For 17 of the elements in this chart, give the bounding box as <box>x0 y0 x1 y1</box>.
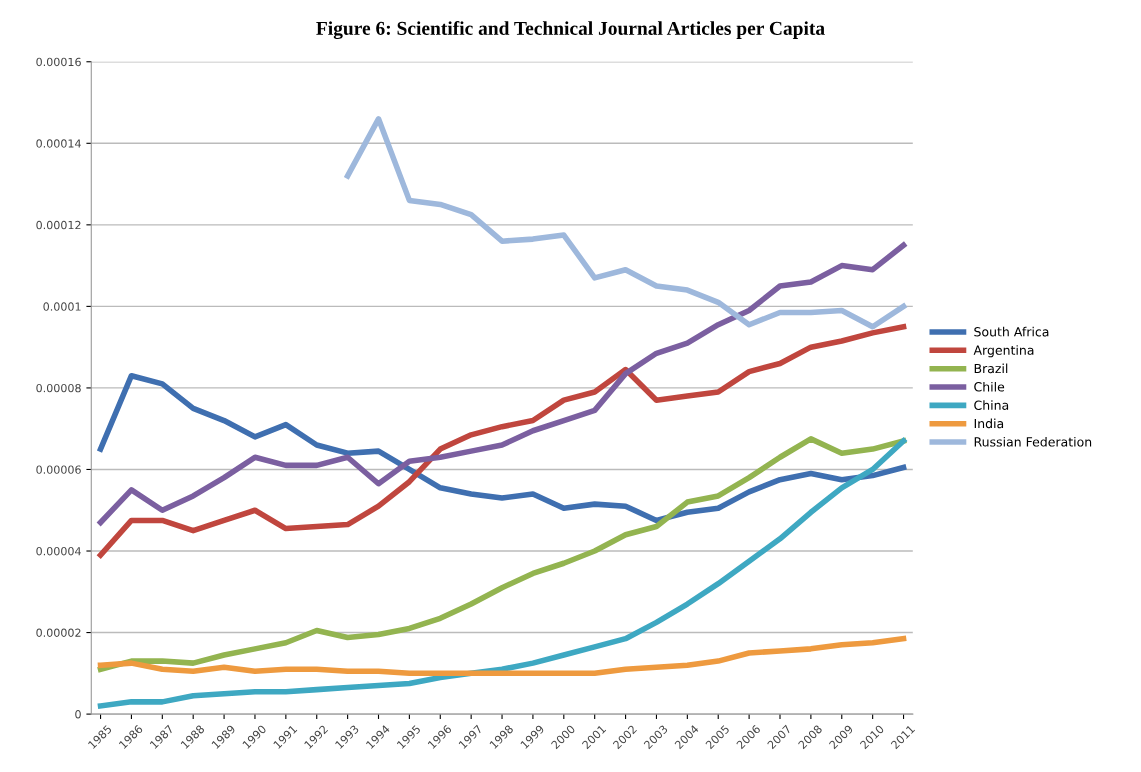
y-tick-label: 0 <box>75 710 81 719</box>
legend-label: Argentina <box>973 345 1034 358</box>
legend-label: Brazil <box>974 363 1008 374</box>
legend-label: China <box>974 400 1009 410</box>
y-tick-label: 0.00014 <box>36 139 81 148</box>
y-tick-label: 0.00002 <box>36 628 81 637</box>
y-tick-label: 0.00004 <box>36 546 81 556</box>
legend-label: Russian Federation <box>974 436 1092 447</box>
y-tick-label: 0.00016 <box>36 57 81 67</box>
legend-label: South Africa <box>974 326 1049 337</box>
y-tick-label: 0.00012 <box>36 220 81 230</box>
chart-title: Figure 6: Scientific and Technical Journal Articles per Capita <box>316 21 825 40</box>
y-tick-label: 0.00008 <box>36 383 81 393</box>
legend-label: India <box>974 418 1004 429</box>
y-tick-label: 0.0001 <box>43 302 81 311</box>
legend-label: Chile <box>974 381 1005 392</box>
y-tick-label: 0.00006 <box>36 465 81 474</box>
